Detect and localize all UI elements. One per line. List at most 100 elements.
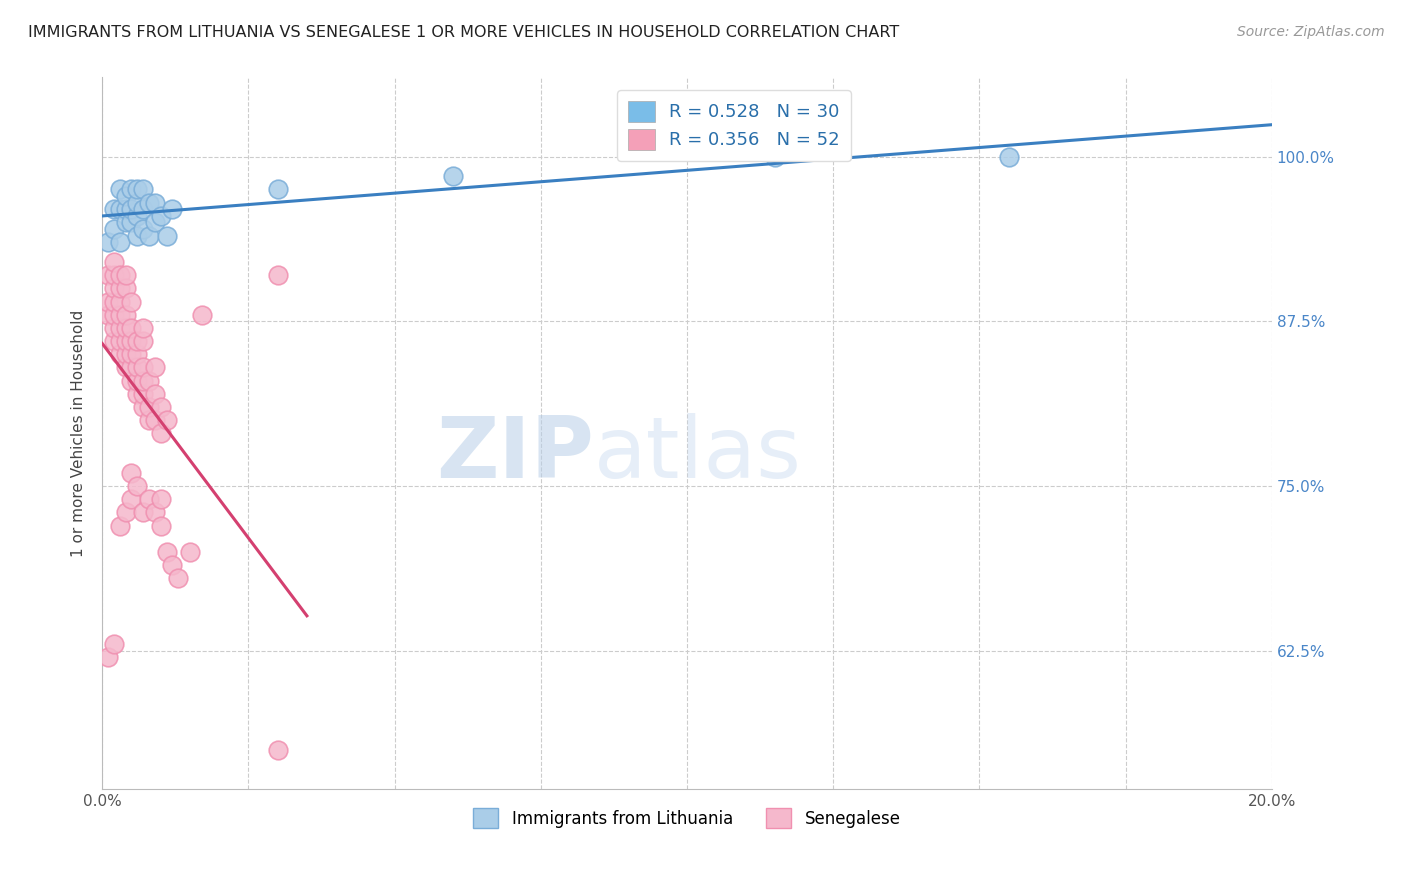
Point [108,321,131,335]
Point [103,308,125,322]
Point [127,360,149,375]
Point [114,215,136,229]
Point [132,182,155,196]
Point [127,195,149,210]
Point [441,169,464,184]
Text: IMMIGRANTS FROM LITHUANIA VS SENEGALESE 1 OR MORE VEHICLES IN HOUSEHOLD CORRELAT: IMMIGRANTS FROM LITHUANIA VS SENEGALESE … [28,25,900,40]
Point [266,182,288,196]
Point [763,149,786,163]
Point [120,182,142,196]
Point [120,294,142,309]
Point [103,294,125,309]
Point [108,347,131,361]
Point [120,334,142,348]
Point [120,374,142,388]
Point [108,182,131,196]
Point [138,228,160,243]
Point [266,742,288,756]
Point [143,360,166,375]
Point [114,321,136,335]
Point [120,466,142,480]
Point [103,321,125,335]
Point [143,386,166,401]
Point [108,235,131,250]
Legend: Immigrants from Lithuania, Senegalese: Immigrants from Lithuania, Senegalese [467,802,907,834]
Point [108,202,131,217]
Point [114,281,136,295]
Point [127,347,149,361]
Point [132,400,155,414]
Point [138,195,160,210]
Point [127,479,149,493]
Point [114,189,136,203]
Point [108,268,131,282]
Point [103,255,125,269]
Point [149,426,172,441]
Point [108,281,131,295]
Point [167,571,190,585]
Point [149,400,172,414]
Point [127,182,149,196]
Point [127,374,149,388]
Point [114,360,136,375]
Point [108,334,131,348]
Y-axis label: 1 or more Vehicles in Household: 1 or more Vehicles in Household [72,310,86,557]
Point [97,308,120,322]
Point [114,308,136,322]
Point [97,650,120,665]
Point [103,202,125,217]
Point [132,386,155,401]
Point [149,209,172,223]
Point [132,321,155,335]
Point [97,268,120,282]
Point [132,222,155,236]
Point [155,413,177,427]
Point [108,518,131,533]
Point [132,374,155,388]
Point [132,505,155,519]
Point [143,505,166,519]
Point [120,360,142,375]
Point [155,545,177,559]
Point [103,637,125,651]
Point [997,149,1019,163]
Point [120,492,142,507]
Point [97,294,120,309]
Point [127,209,149,223]
Point [190,308,212,322]
Point [114,334,136,348]
Text: ZIP: ZIP [436,413,593,496]
Point [114,202,136,217]
Point [149,492,172,507]
Point [132,334,155,348]
Point [103,281,125,295]
Point [120,215,142,229]
Point [108,308,131,322]
Point [97,235,120,250]
Point [108,294,131,309]
Point [138,492,160,507]
Point [132,360,155,375]
Point [138,374,160,388]
Point [138,413,160,427]
Point [114,268,136,282]
Point [103,268,125,282]
Point [179,545,201,559]
Point [155,228,177,243]
Point [266,268,288,282]
Point [114,347,136,361]
Point [127,386,149,401]
Point [103,334,125,348]
Point [114,505,136,519]
Point [120,202,142,217]
Point [132,202,155,217]
Point [103,222,125,236]
Point [143,413,166,427]
Point [127,334,149,348]
Point [143,195,166,210]
Point [127,228,149,243]
Text: Source: ZipAtlas.com: Source: ZipAtlas.com [1237,25,1385,39]
Point [120,321,142,335]
Point [138,400,160,414]
Text: atlas: atlas [593,413,801,496]
